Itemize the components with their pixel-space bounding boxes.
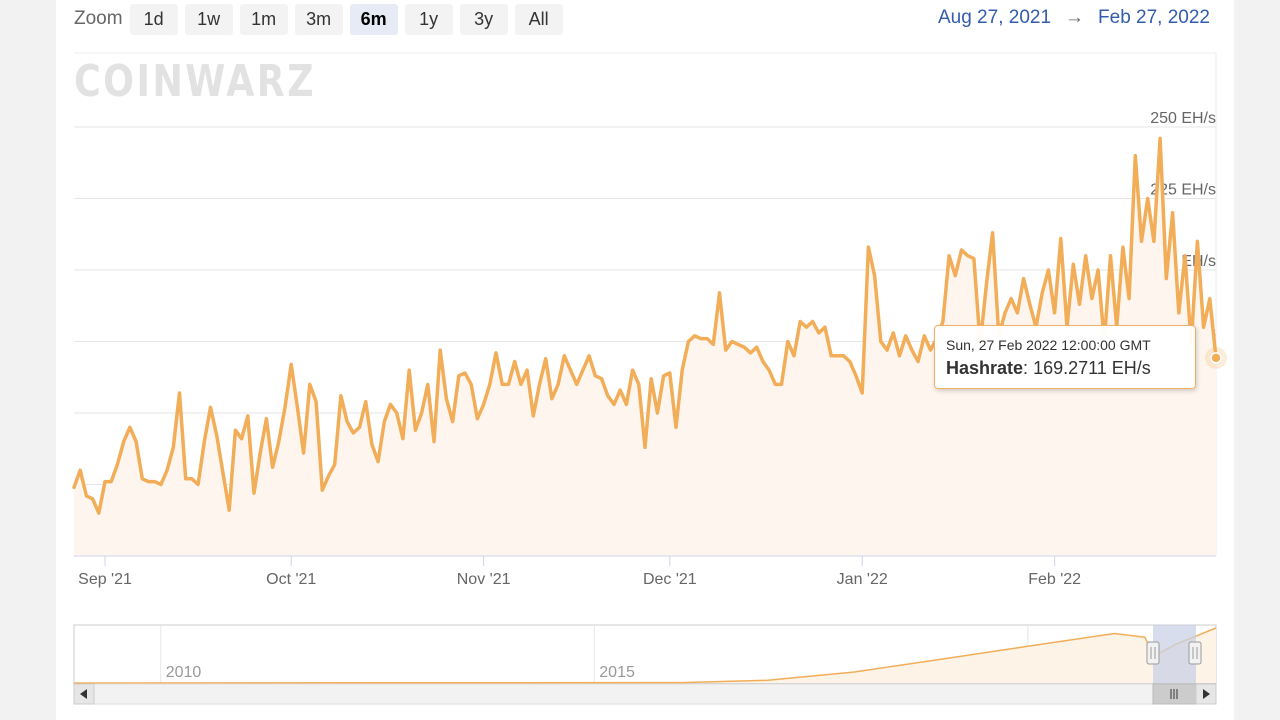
range-from-input[interactable]: Aug 27, 2021 <box>937 7 1052 28</box>
y-tick-label: 250 EH/s <box>1150 110 1216 127</box>
x-tick-label: Dec '21 <box>643 571 697 588</box>
x-tick-label: Nov '21 <box>457 571 511 588</box>
navigator-area <box>74 628 1216 683</box>
tooltip-date: Sun, 27 Feb 2022 12:00:00 GMT <box>946 337 1151 353</box>
zoom-1m-button[interactable]: 1m <box>239 3 288 35</box>
range-arrow-icon: → <box>1065 7 1085 28</box>
scrollbar[interactable] <box>73 683 1217 705</box>
y-tick-label: 225 EH/s <box>1150 182 1216 199</box>
zoom-3m-button[interactable]: 3m <box>294 3 343 35</box>
x-tick-label: Oct '21 <box>266 571 316 588</box>
x-axis-ticks: Sep '21 Oct '21 Nov '21 Dec '21 Jan '22 Feb '… <box>78 556 1081 588</box>
zoom-1y-button[interactable]: 1y <box>404 3 453 35</box>
zoom-1w-button[interactable]: 1w <box>184 3 233 35</box>
zoom-bar: Zoom 1d 1w 1m 3m 6m 1y 3y All <box>74 3 570 35</box>
navigator-tick-label: 2015 <box>599 664 635 681</box>
chevron-right-icon <box>1203 689 1210 699</box>
navigator-left-handle[interactable] <box>1146 641 1160 665</box>
x-tick-label: Jan '22 <box>837 571 888 588</box>
hover-point-marker[interactable] <box>1210 352 1222 364</box>
chevron-left-icon <box>80 689 87 699</box>
chart-panel: Zoom 1d 1w 1m 3m 6m 1y 3y All Aug 27, 20… <box>56 0 1234 720</box>
coinwarz-logo: COINWARZ <box>74 56 316 107</box>
zoom-3y-button[interactable]: 3y <box>459 3 508 35</box>
navigator[interactable]: 201020152020 <box>73 624 1217 684</box>
tooltip-value-line: Hashrate: 169.2711 EH/s <box>946 358 1151 378</box>
zoom-label: Zoom <box>74 8 123 29</box>
hashrate-series-line[interactable] <box>72 136 1218 515</box>
date-range: Aug 27, 2021 → Feb 27, 2022 <box>938 7 1210 29</box>
hover-tooltip: Sun, 27 Feb 2022 12:00:00 GMT Hashrate: … <box>934 325 1196 389</box>
zoom-6m-button[interactable]: 6m <box>349 3 398 35</box>
range-to-input[interactable]: Feb 27, 2022 <box>1098 7 1210 28</box>
zoom-all-button[interactable]: All <box>514 3 563 35</box>
x-tick-label: Sep '21 <box>78 571 132 588</box>
tooltip-value: 169.2711 EH/s <box>1033 358 1151 378</box>
zoom-1d-button[interactable]: 1d <box>129 3 178 35</box>
tooltip-series-name: Hashrate <box>946 358 1024 378</box>
hashrate-area-fill <box>74 138 1216 556</box>
navigator-tick-label: 2010 <box>166 664 202 681</box>
x-tick-label: Feb '22 <box>1028 571 1081 588</box>
navigator-right-handle[interactable] <box>1188 641 1202 665</box>
scrollbar-track[interactable] <box>73 683 1217 705</box>
